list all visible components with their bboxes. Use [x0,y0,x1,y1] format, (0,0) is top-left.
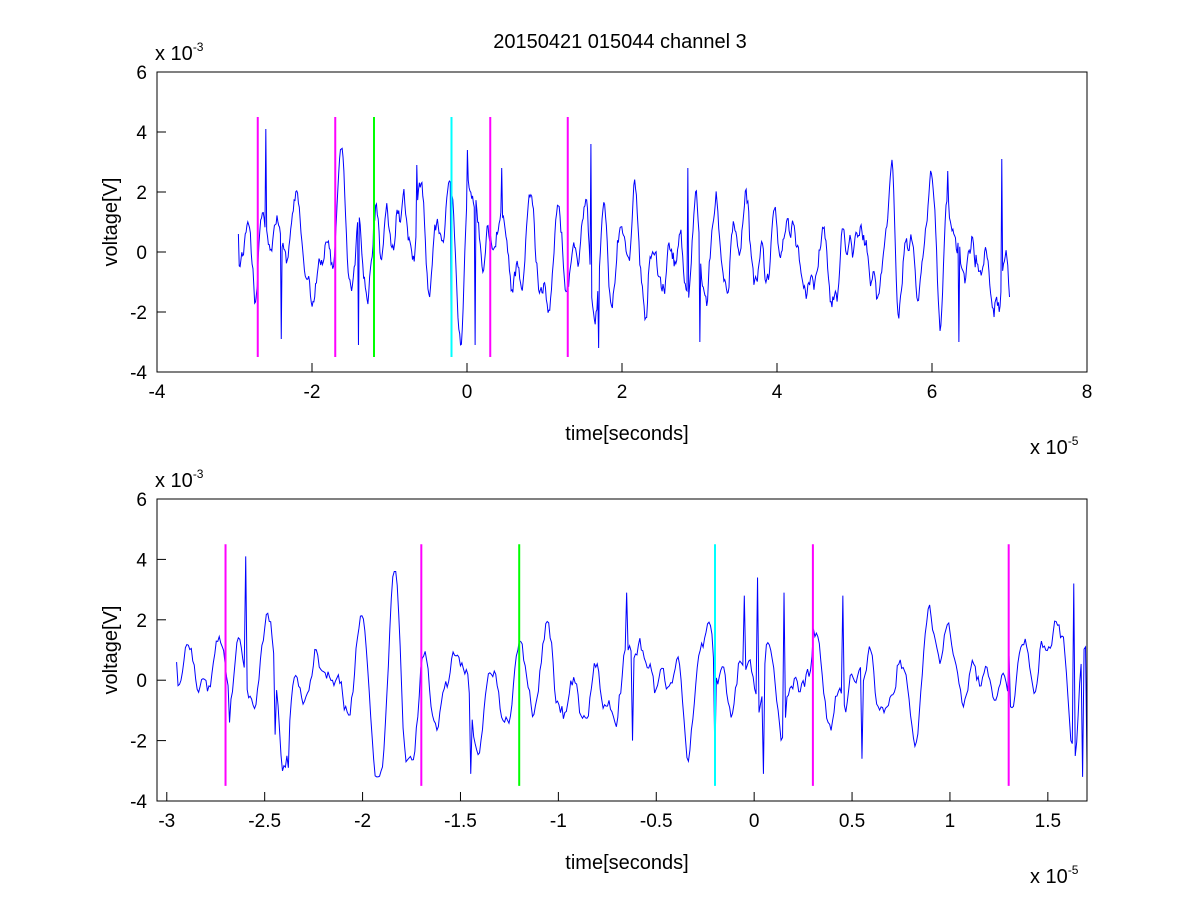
x-tick-label: 2 [617,382,628,403]
y-tick-label: -4 [130,792,147,813]
y-tick-label: 2 [136,183,147,204]
x-tick-label: -0.5 [640,811,673,832]
x-tick-label: 4 [772,382,783,403]
x-tick-label: 1 [945,811,956,832]
y-exponent-label: x 10-3 [155,467,204,492]
x-tick-label: -1.5 [444,811,477,832]
x-axis-label: time[seconds] [565,852,688,874]
signal-trace [237,128,1010,349]
y-tick-label: 4 [136,123,147,144]
x-axis-label: time[seconds] [565,423,688,445]
x-tick-label: 0.5 [839,811,865,832]
y-tick-label: 6 [136,63,147,84]
x-exponent-label: x 10-5 [1030,863,1079,888]
y-axis-label: voltage[V] [100,178,122,267]
x-tick-label: -2.5 [248,811,281,832]
x-tick-label: -3 [158,811,175,832]
x-tick-label: 6 [927,382,938,403]
subplot-1: -4 -2 0 2 4 6 8 -4 -2 0 2 4 6 time[seconds] voltage[V]… [100,40,1092,459]
y-tick-label: -4 [130,363,147,384]
x-tick-label: -2 [304,382,321,403]
x-tick-label: 8 [1082,382,1093,403]
subplot-2: -3 -2.5 -2 -1.5 -1 -0.5 0 0.5 1 1.5 -4 -2 0 2 4 6 time[s… [100,467,1088,888]
x-tick-label: -2 [354,811,371,832]
y-axis-label: voltage[V] [100,606,122,695]
y-exponent-label: x 10-3 [155,40,204,65]
subplots: -4 -2 0 2 4 6 8 -4 -2 0 2 4 6 time[seconds] voltage[V]… [100,40,1092,888]
x-tick-label: 0 [749,811,760,832]
y-tick-label: -2 [130,732,147,753]
signal-trace [176,556,1088,778]
y-tick-label: 2 [136,611,147,632]
x-tick-label: 1.5 [1035,811,1061,832]
x-exponent-label: x 10-5 [1030,434,1079,459]
y-tick-label: 4 [136,550,147,571]
x-tick-label: -1 [550,811,567,832]
y-tick-label: -2 [130,303,147,324]
y-tick-label: 0 [136,671,147,692]
y-tick-label: 6 [136,490,147,511]
x-tick-label: 0 [462,382,473,403]
figure-title: 20150421 015044 channel 3 [493,31,747,53]
y-tick-label: 0 [136,243,147,264]
x-tick-label: -4 [149,382,166,403]
